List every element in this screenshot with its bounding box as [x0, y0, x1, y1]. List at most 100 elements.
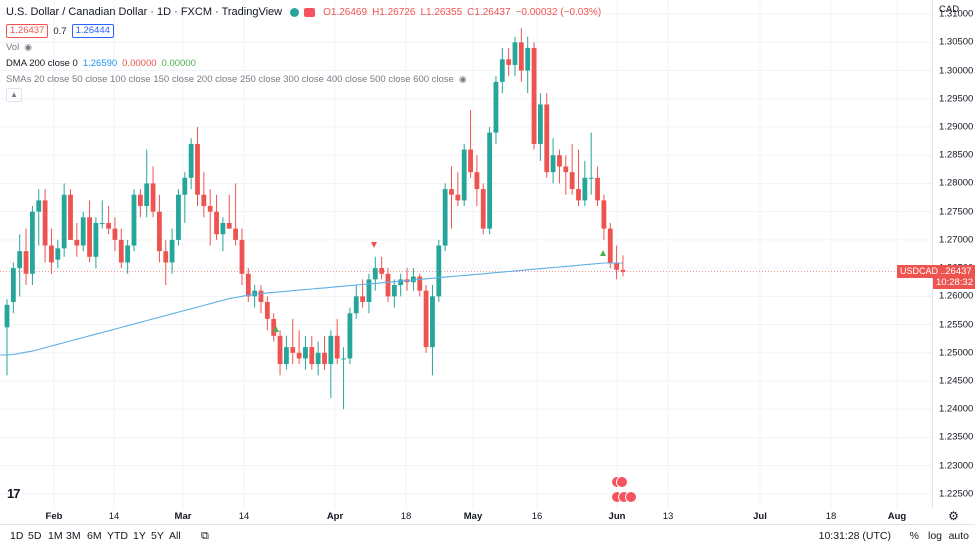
auto-toggle[interactable]: auto [948, 530, 969, 542]
price-tick-label: 1.26000 [939, 290, 974, 302]
currency-label: CAD [939, 4, 960, 15]
percent-toggle[interactable]: % [909, 530, 919, 542]
news-flag-icon[interactable] [304, 7, 316, 17]
candle-body [576, 189, 581, 201]
buy-button[interactable]: 1.26444 [71, 24, 114, 38]
candle-body [455, 194, 461, 201]
candle-body [163, 251, 169, 263]
timeframe-1d[interactable]: 1D [10, 530, 24, 542]
price-tick-label: 1.23500 [939, 431, 974, 443]
candle-body [106, 222, 111, 229]
countdown-value: 10:28:32 [936, 276, 973, 288]
candle-body [461, 149, 467, 201]
candle-body [42, 200, 48, 246]
candle-body [182, 177, 188, 195]
candle-body [315, 352, 321, 365]
candle-body [36, 200, 42, 212]
tradingview-logo-icon[interactable]: 17 [7, 486, 21, 501]
candle-body [61, 194, 67, 249]
candle-body [112, 228, 118, 240]
timeframe-1m[interactable]: 1M [48, 530, 63, 542]
dma-row: DMA 200 close 0 1.26590 0.00000 0.00000 [6, 55, 601, 71]
dma-label[interactable]: DMA 200 close 0 [6, 57, 78, 69]
price-tick-label: 1.28500 [939, 149, 974, 161]
timeframe-all[interactable]: All [169, 530, 181, 542]
time-tick-label: Jul [753, 511, 767, 522]
candle-body [372, 268, 378, 280]
legend: U.S. Dollar / Canadian Dollar · 1D · FXC… [6, 4, 601, 103]
candle-body [398, 279, 404, 286]
timeframe-ytd[interactable]: YTD [107, 530, 128, 542]
candle-body [449, 189, 454, 195]
candle-body [214, 211, 219, 235]
candle-body [201, 194, 207, 207]
candle-body [80, 217, 86, 246]
sma-label[interactable]: SMAs 20 close 50 close 100 close 150 clo… [6, 73, 454, 85]
candle-body [296, 352, 302, 359]
candle-body [233, 228, 238, 240]
dma-value-3: 0.00000 [161, 57, 196, 69]
candle-body [493, 81, 499, 133]
candle-body [468, 149, 473, 173]
symbol-title[interactable]: U.S. Dollar / Canadian Dollar · 1D · FXC… [6, 6, 283, 18]
time-tick-label: Apr [326, 511, 344, 522]
time-axis[interactable]: Feb 14 Mar 14 Apr 18 May 16 Jun 13 Jul 18 Aug [0, 508, 932, 524]
spread-value: 0.7 [53, 25, 67, 37]
current-price-value: 1.26437 [937, 265, 972, 277]
candle-body [10, 268, 16, 302]
time-tick-label: 13 [662, 511, 674, 522]
candle-body [264, 301, 270, 319]
time-tick-label: 18 [400, 511, 412, 522]
candle-body [360, 296, 365, 302]
candle-body [93, 222, 99, 257]
price-tick-label: 1.31000 [939, 8, 974, 20]
collapse-legend-icon[interactable]: ▲ [6, 88, 22, 102]
candle-body [239, 239, 245, 274]
candle-body [544, 104, 550, 173]
time-tick-label: Jun [608, 511, 626, 522]
candle-body [226, 222, 232, 229]
timeframe-5y[interactable]: 5Y [151, 530, 164, 542]
eye-hidden-icon[interactable]: ◉ [458, 73, 467, 84]
candle-body [334, 335, 340, 359]
candle-body [188, 143, 194, 178]
candle-body [125, 245, 131, 263]
candle-body [595, 177, 600, 201]
sell-signal-marker [371, 242, 377, 248]
date-range-icon[interactable]: ⧉ [201, 530, 209, 542]
timeframe-5d[interactable]: 5D [28, 530, 42, 542]
sell-button[interactable]: 1.26437 [6, 24, 49, 38]
symbol-tag: USDCAD [897, 264, 942, 278]
chart-area[interactable] [0, 0, 932, 508]
price-scale[interactable]: CAD 1.31000 1.30500 1.30000 1.29500 1.29000 1… [932, 0, 975, 508]
candle-body [411, 276, 416, 283]
candle-body [322, 352, 327, 365]
candle-body [385, 273, 391, 297]
candle-body [150, 183, 156, 212]
candle-body [131, 194, 137, 246]
log-toggle[interactable]: log [927, 530, 942, 542]
candle-body [347, 313, 353, 359]
utc-clock[interactable]: 10:31:28 (UTC) [818, 530, 891, 542]
timeframe-3m[interactable]: 3M [66, 530, 81, 542]
candle-body [99, 222, 105, 224]
vol-label[interactable]: Vol [6, 41, 20, 53]
timeframe-6m[interactable]: 6M [87, 530, 102, 542]
candle-body [195, 143, 200, 195]
ohlc-open: O1.26469 [323, 6, 368, 18]
candle-body [436, 245, 442, 297]
candle-body [328, 335, 334, 365]
candle-body [525, 47, 531, 71]
eye-hidden-icon[interactable]: ◉ [24, 41, 33, 52]
candle-body [531, 47, 537, 144]
candle-body [258, 290, 264, 302]
candle-body [379, 268, 385, 274]
timeframe-1y[interactable]: 1Y [133, 530, 146, 542]
candle-body [353, 296, 359, 314]
settings-gear-icon[interactable]: ⚙ [948, 509, 959, 523]
candle-body [220, 222, 226, 235]
price-tick-label: 1.29000 [939, 121, 974, 133]
price-chart[interactable] [0, 0, 932, 508]
candle-body [17, 251, 23, 269]
candle-body [512, 42, 518, 65]
